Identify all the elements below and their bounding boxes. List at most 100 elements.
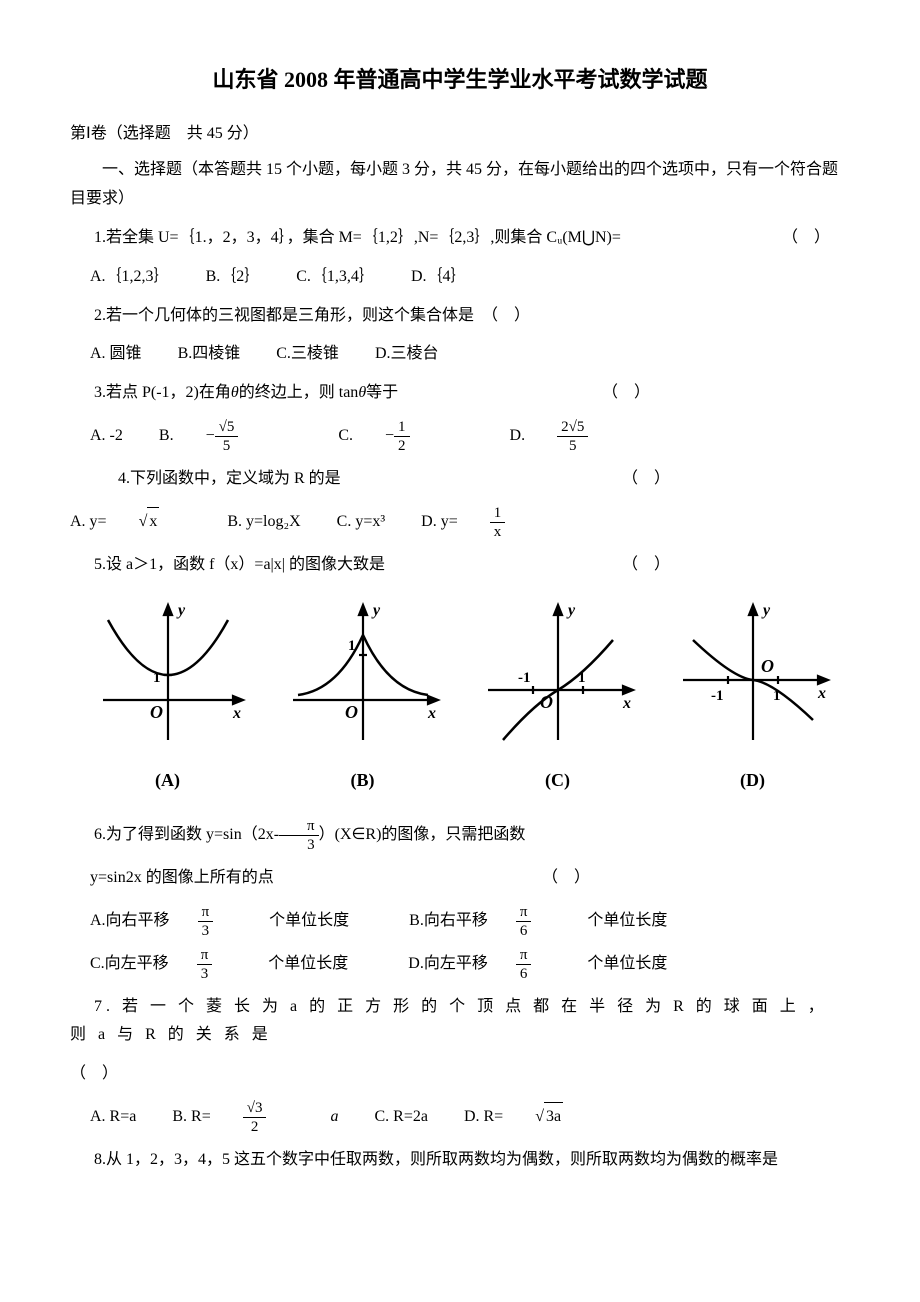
q5-text: 5.设 a＞1，函数 f（x）=a|x| 的图像大致是 bbox=[94, 556, 385, 573]
frac-den: 3 bbox=[198, 922, 214, 940]
q3-text-a: 3.若点 P(-1，2)在角 bbox=[94, 384, 231, 401]
theta-italic: θ bbox=[358, 384, 366, 401]
opt-prefix: B.向右平移 bbox=[409, 907, 488, 936]
q2-options: A. 圆锥 B.四棱锥 C.三棱锥 D.三棱台 bbox=[90, 340, 850, 369]
q2-opt-d: D.三棱台 bbox=[375, 340, 439, 369]
q3-text-c: 等于 bbox=[366, 384, 398, 401]
opt-suffix: 个单位长度 bbox=[587, 950, 667, 979]
opt-suffix: 个单位长度 bbox=[269, 907, 349, 936]
answer-paren: （ ） bbox=[70, 1065, 118, 1082]
section-instruction: 一、选择题（本答题共 15 个小题，每小题 3 分，共 45 分，在每小题给出的… bbox=[70, 156, 850, 214]
part-header: 第Ⅰ卷（选择题 共 45 分） bbox=[70, 120, 850, 149]
graph-row: y x 1 O (A) y x 1 O (B) bbox=[70, 600, 850, 797]
frac-num: π bbox=[516, 946, 532, 965]
opt-prefix: A. y= bbox=[70, 508, 107, 537]
q6-opt-b: B.向右平移π6个单位长度 bbox=[409, 903, 695, 940]
question-4: 4.下列函数中，定义域为 R 的是 （ ） bbox=[70, 465, 850, 494]
frac-num: √3 bbox=[243, 1099, 267, 1118]
q1-opt-c: C.｛1,3,4｝ bbox=[296, 263, 375, 292]
q1-options: A.｛1,2,3｝ B.｛2｝ C.｛1,3,4｝ D.｛4｝ bbox=[90, 263, 850, 292]
y-axis-label: y bbox=[566, 602, 576, 619]
frac-num: π bbox=[279, 817, 319, 836]
q3-opt-a: A. -2 bbox=[90, 422, 123, 451]
mark-1: 1 bbox=[348, 638, 356, 654]
q1-opt-b: B.｛2｝ bbox=[206, 263, 261, 292]
graph-d-label: (D) bbox=[668, 764, 838, 796]
x-axis-label: x bbox=[427, 705, 436, 722]
question-1: 1.若全集 U=｛1.，2，3，4｝，集合 M=｛1,2｝,N=｛2,3｝,则集… bbox=[70, 224, 850, 253]
y-axis-label: y bbox=[371, 602, 381, 619]
q3-opt-c: C. −12 bbox=[338, 418, 473, 455]
frac-den: x bbox=[490, 523, 506, 541]
frac-den: 2 bbox=[243, 1118, 267, 1136]
q3-text-b: 的终边上，则 tan bbox=[239, 384, 359, 401]
graph-a: y x 1 O (A) bbox=[83, 600, 253, 797]
origin-label: O bbox=[540, 692, 553, 712]
q6-opt-d: D.向左平移 π6 个单位长度 bbox=[408, 946, 695, 983]
q7-opt-a: A. R=a bbox=[90, 1103, 136, 1132]
graph-d-svg: y x -1 1 O bbox=[673, 600, 833, 750]
graph-b-label: (B) bbox=[278, 764, 448, 796]
opt-suffix: 个单位长度 bbox=[587, 907, 667, 936]
frac-den: 6 bbox=[516, 965, 532, 983]
q4-opt-c: C. y=x³ bbox=[337, 508, 386, 537]
opt-prefix: C. bbox=[338, 422, 353, 451]
graph-c-svg: y x -1 1 O bbox=[478, 600, 638, 750]
q1-opt-a: A.｛1,2,3｝ bbox=[90, 263, 170, 292]
graph-b: y x 1 O (B) bbox=[278, 600, 448, 797]
question-6: 6.为了得到函数 y=sin（2x-π3）(X∈R)的图像，只需把函数 bbox=[70, 817, 850, 854]
q2-opt-b: B.四棱锥 bbox=[178, 340, 241, 369]
q6-opt-a: A.向右平移 π3 个单位长度 bbox=[90, 903, 377, 940]
question-3: 3.若点 P(-1，2)在角θ的终边上，则 tanθ等于 （ ） bbox=[70, 379, 850, 408]
q6-line2: y=sin2x 的图像上所有的点 （ ） bbox=[90, 864, 850, 893]
q4-opt-b: B. y=log₂X bbox=[227, 508, 300, 537]
graph-b-svg: y x 1 O bbox=[283, 600, 443, 750]
q6-options-2: C.向左平移π3个单位长度 D.向左平移π6个单位长度 bbox=[90, 946, 850, 983]
mark-neg1: -1 bbox=[518, 670, 531, 686]
frac-num: √5 bbox=[215, 418, 239, 437]
mark-1: 1 bbox=[578, 670, 586, 686]
frac-num: 1 bbox=[394, 418, 410, 437]
q7-options: A. R=a B. R=√32a C. R=2a D. R=√3a bbox=[90, 1099, 850, 1136]
graph-d: y x -1 1 O (D) bbox=[668, 600, 838, 797]
sqrt-content: x bbox=[147, 507, 159, 537]
answer-paren: （ ） bbox=[758, 224, 830, 253]
q6-line2-text: y=sin2x 的图像上所有的点 bbox=[90, 869, 274, 886]
x-axis-label: x bbox=[817, 685, 826, 702]
frac-den: 5 bbox=[557, 437, 588, 455]
y-axis-label: y bbox=[761, 602, 771, 619]
frac-den: 5 bbox=[215, 437, 239, 455]
q7-paren-line: （ ） bbox=[70, 1060, 850, 1089]
frac-num: π bbox=[198, 903, 214, 922]
q4-text: 4.下列函数中，定义域为 R 的是 bbox=[118, 470, 341, 487]
opt-prefix: D. y= bbox=[421, 508, 458, 537]
question-8: 8.从 1，2，3，4，5 这五个数字中任取两数，则所取两数均为偶数，则所取两数… bbox=[70, 1146, 850, 1175]
q1-text: 1.若全集 U=｛1.，2，3，4｝，集合 M=｛1,2｝,N=｛2,3｝,则集… bbox=[94, 229, 621, 246]
sqrt-content: 3a bbox=[544, 1102, 563, 1132]
page-title: 山东省 2008 年普通高中学生学业水平考试数学试题 bbox=[70, 60, 850, 100]
q4-opt-a: A. y=√x bbox=[70, 507, 191, 537]
frac-num: π bbox=[516, 903, 532, 922]
answer-paren: （ ） bbox=[598, 551, 670, 580]
q7-text: 7. 若 一 个 菱 长 为 a 的 正 方 形 的 个 顶 点 都 在 半 径… bbox=[70, 998, 828, 1044]
q3-opt-b: B. −√55 bbox=[159, 418, 302, 455]
frac-num: π bbox=[197, 946, 213, 965]
q3-options: A. -2 B. −√55 C. −12 D. 2√55 bbox=[90, 418, 850, 455]
graph-a-label: (A) bbox=[83, 764, 253, 796]
opt-prefix: C.向左平移 bbox=[90, 950, 169, 979]
origin-label: O bbox=[761, 656, 774, 676]
q2-text: 2.若一个几何体的三视图都是三角形，则这个集合体是 （ ） bbox=[94, 307, 530, 324]
opt-prefix: A.向右平移 bbox=[90, 907, 170, 936]
answer-paren: （ ） bbox=[542, 864, 590, 893]
q2-opt-a: A. 圆锥 bbox=[90, 340, 142, 369]
q4-options: A. y=√x B. y=log₂X C. y=x³ D. y=1x bbox=[70, 504, 850, 541]
opt-suffix: 个单位长度 bbox=[268, 950, 348, 979]
mark-1: 1 bbox=[153, 670, 161, 686]
question-7: 7. 若 一 个 菱 长 为 a 的 正 方 形 的 个 顶 点 都 在 半 径… bbox=[70, 993, 850, 1051]
q7-opt-b: B. R=√32a bbox=[172, 1099, 338, 1136]
frac-den: 2 bbox=[394, 437, 410, 455]
x-axis-label: x bbox=[232, 705, 241, 722]
opt-prefix: B. bbox=[159, 422, 174, 451]
q6-text-a: 6.为了得到函数 y=sin（2x- bbox=[94, 826, 279, 843]
opt-prefix: D.向左平移 bbox=[408, 950, 488, 979]
